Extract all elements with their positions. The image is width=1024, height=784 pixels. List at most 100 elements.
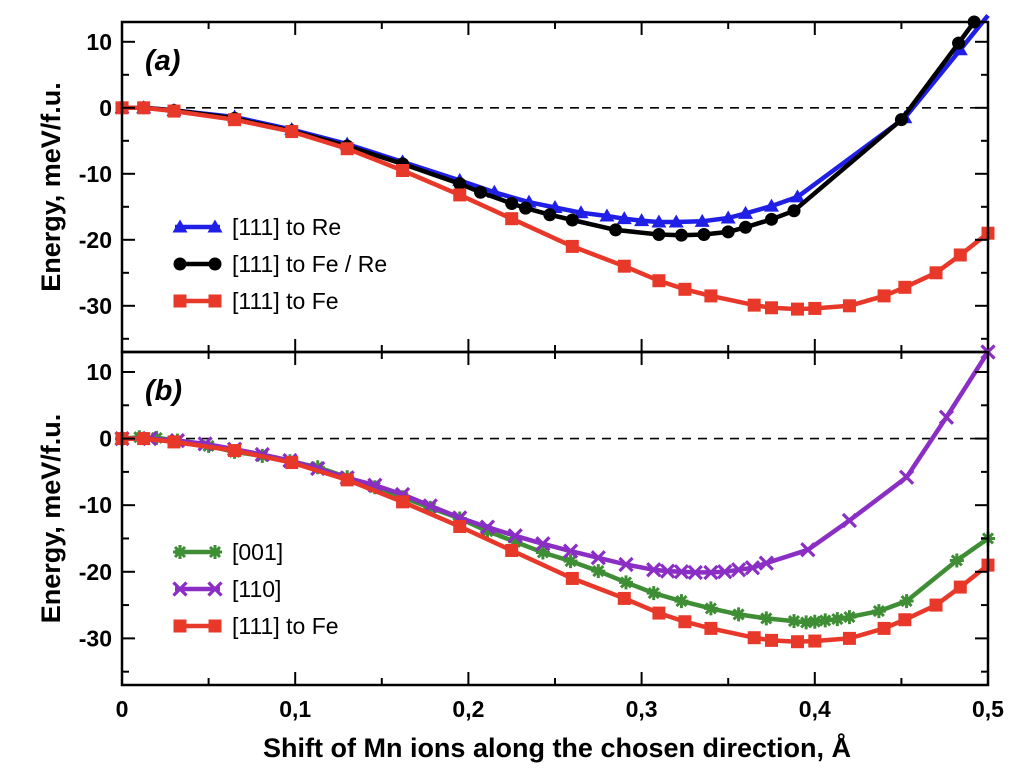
data-point (697, 228, 711, 242)
data-point (167, 435, 181, 449)
data-point (535, 545, 550, 560)
data-point (396, 164, 410, 177)
data-point (953, 248, 967, 262)
legend-label: [111] to Fe (232, 613, 339, 639)
data-point (787, 614, 802, 629)
data-point (717, 564, 733, 580)
y-tick-label: 10 (86, 29, 112, 55)
data-point (739, 220, 753, 234)
data-point (674, 594, 689, 609)
data-point (137, 432, 151, 446)
data-point (565, 571, 579, 585)
data-point (507, 528, 523, 544)
data-point (590, 550, 606, 566)
data-point (396, 495, 410, 509)
data-point (673, 564, 690, 580)
legend-item: [111] to Fe (173, 288, 339, 314)
data-point (340, 473, 354, 487)
legend-label: [001] (232, 539, 283, 565)
data-point (562, 543, 579, 559)
data-point (898, 469, 915, 485)
y-tick-label: 0 (99, 95, 112, 121)
legend-marker (207, 219, 223, 233)
y-tick-label: -20 (79, 227, 112, 253)
data-point (730, 562, 747, 578)
legend-marker (173, 294, 187, 308)
data-point (668, 214, 684, 228)
data-point (747, 631, 761, 645)
legend-item: [110] (172, 576, 281, 602)
data-point (747, 298, 761, 312)
data-point (764, 198, 779, 212)
data-point (807, 614, 822, 629)
data-point (563, 554, 578, 569)
data-point (617, 259, 631, 273)
y-tick-label: -30 (79, 293, 112, 319)
legend-marker (208, 545, 222, 559)
x-tick-label: 0,4 (799, 696, 831, 722)
y-tick-label: -10 (79, 492, 112, 518)
y-tick-label: -10 (79, 161, 112, 187)
panel-b: -30 -20 -10 0 10 0 0,1 0,2 0,3 0,4 0,5 Energy, meV/… (36, 344, 1004, 763)
x-tick-label: 0,1 (279, 696, 311, 722)
legend-item: [001] (173, 539, 283, 565)
data-point (285, 125, 299, 139)
legend-marker (172, 219, 188, 233)
legend-label: [111] to Re (232, 214, 341, 240)
y-tick-label: -20 (79, 559, 112, 585)
data-point (646, 586, 661, 601)
data-point (789, 189, 805, 203)
data-point (703, 564, 719, 581)
data-point (952, 36, 966, 50)
data-point (453, 519, 467, 533)
data-point (731, 607, 746, 622)
data-point (619, 575, 634, 590)
data-point (765, 212, 778, 226)
legend: [001] [110] [111] to Fe (172, 539, 339, 639)
legend-marker (208, 619, 222, 633)
data-point (842, 631, 856, 645)
data-point (591, 564, 606, 579)
data-point (285, 456, 299, 470)
data-point (505, 197, 519, 210)
data-point (871, 604, 886, 619)
data-point (678, 615, 692, 629)
legend-item: [111] to Re (172, 214, 341, 240)
data-point (634, 213, 650, 227)
series-111-to-fe (115, 101, 995, 316)
data-point (565, 213, 579, 227)
data-point (479, 519, 496, 535)
x-tick-label: 0,2 (452, 696, 484, 722)
legend-marker (208, 257, 222, 271)
data-point (659, 563, 676, 579)
data-point (704, 289, 718, 303)
data-point (818, 613, 833, 628)
data-point (652, 274, 666, 288)
data-point (694, 213, 710, 227)
data-point (167, 104, 181, 118)
data-point (808, 301, 822, 315)
data-point (949, 553, 964, 568)
x-tick-label: 0 (116, 696, 129, 722)
data-point (599, 208, 615, 222)
legend: [111] to Re [111] to Fe / Re [111] to Fe (172, 214, 387, 314)
panel-label: (b) (145, 375, 182, 407)
data-point (617, 591, 631, 605)
legend-marker (208, 294, 222, 308)
y-axis-title: Energy, meV/f.u. (36, 82, 66, 292)
legend-marker (173, 257, 187, 271)
legend-label: [110] (232, 576, 281, 602)
legend-marker (207, 581, 223, 597)
data-point (652, 228, 666, 242)
legend-item: [111] to Fe (173, 613, 339, 639)
panel-label: (a) (145, 45, 180, 77)
legend-marker (173, 619, 187, 633)
data-point (505, 212, 519, 226)
data-point (703, 601, 718, 616)
x-tick-label: 0,5 (972, 696, 1004, 722)
y-tick-label: 0 (99, 426, 112, 452)
data-point (898, 613, 912, 627)
y-tick-label: -30 (79, 625, 112, 651)
data-point (790, 302, 804, 316)
